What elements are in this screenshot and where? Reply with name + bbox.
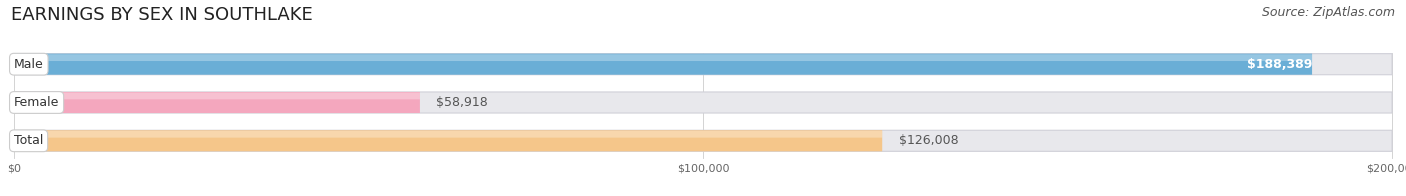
FancyBboxPatch shape (14, 130, 1392, 151)
Text: Total: Total (14, 134, 44, 147)
FancyBboxPatch shape (14, 130, 882, 151)
Text: Male: Male (14, 58, 44, 71)
FancyBboxPatch shape (14, 92, 420, 113)
FancyBboxPatch shape (14, 54, 1312, 75)
Text: $188,389: $188,389 (1247, 58, 1312, 71)
FancyBboxPatch shape (14, 54, 1392, 75)
FancyBboxPatch shape (14, 131, 882, 138)
Text: Female: Female (14, 96, 59, 109)
FancyBboxPatch shape (14, 93, 420, 99)
FancyBboxPatch shape (14, 54, 1312, 61)
Text: EARNINGS BY SEX IN SOUTHLAKE: EARNINGS BY SEX IN SOUTHLAKE (11, 6, 314, 24)
Text: $58,918: $58,918 (436, 96, 488, 109)
Text: Source: ZipAtlas.com: Source: ZipAtlas.com (1261, 6, 1395, 19)
FancyBboxPatch shape (14, 92, 1392, 113)
Text: $126,008: $126,008 (898, 134, 959, 147)
